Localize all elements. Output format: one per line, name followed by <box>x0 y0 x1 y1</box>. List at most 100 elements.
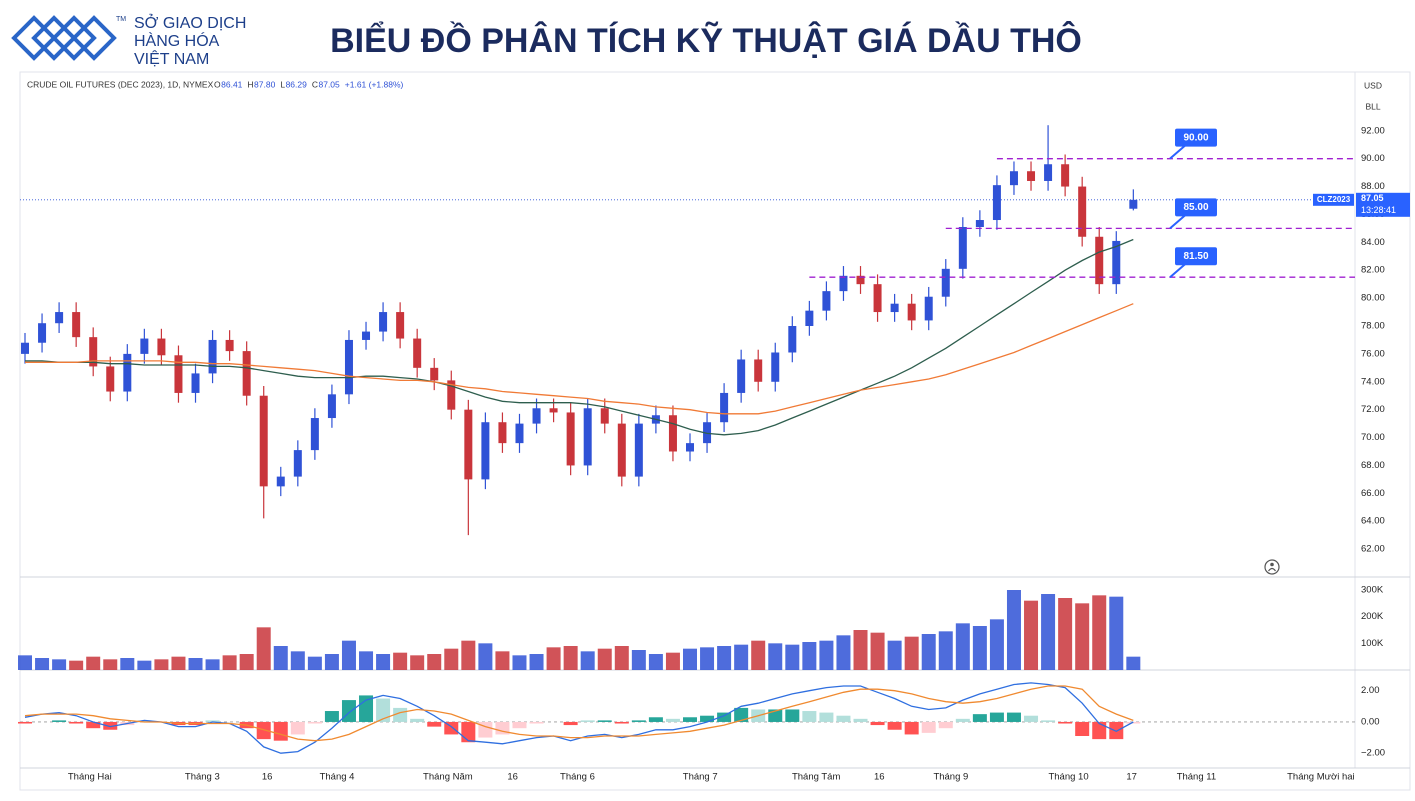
macd-histogram-bar <box>461 721 476 743</box>
candle-body <box>481 422 490 480</box>
macd-histogram-bar <box>955 718 970 722</box>
x-tick-label: Tháng 10 <box>1048 772 1088 783</box>
volume-bar <box>870 632 885 670</box>
logo-text: HÀNG HÓA <box>134 31 220 50</box>
candle-body <box>771 352 780 382</box>
candle-body <box>958 226 967 269</box>
candle-body <box>157 338 166 356</box>
page-title: BIỂU ĐỒ PHÂN TÍCH KỸ THUẬT GIÁ DẦU THÔ <box>330 21 1082 60</box>
moving-average <box>25 238 1134 436</box>
candle-body <box>600 408 609 424</box>
macd-histogram-bar <box>836 715 851 722</box>
candle-body <box>242 351 251 396</box>
logo-text: SỞ GIAO DỊCH <box>134 13 246 32</box>
y-tick-label: 82.00 <box>1361 265 1385 276</box>
candle-body <box>396 312 405 339</box>
volume-bar <box>86 656 101 670</box>
candle-body <box>498 422 507 444</box>
moving-average <box>25 303 1134 415</box>
x-tick-label: 16 <box>262 772 273 783</box>
level-label-box <box>1175 128 1217 147</box>
volume-bar <box>307 656 322 670</box>
y-tick-label: 66.00 <box>1361 488 1385 499</box>
macd-histogram-bar <box>86 721 101 729</box>
volume-bar <box>273 646 288 670</box>
x-tick-label: Tháng Tám <box>792 772 840 783</box>
volume-bar <box>717 646 732 670</box>
candle-body <box>55 312 64 324</box>
y-tick-label: 300K <box>1361 585 1384 596</box>
macd-histogram-bar <box>290 721 305 735</box>
candle-body <box>566 412 575 466</box>
level-pointer <box>1169 214 1186 230</box>
candle-body <box>344 339 353 395</box>
candle-body <box>907 303 916 321</box>
y-tick-label: 74.00 <box>1361 376 1385 387</box>
x-tick-label: Tháng Năm <box>423 772 473 783</box>
y-tick-label: 2.00 <box>1361 685 1380 696</box>
symbol-box <box>1313 193 1354 206</box>
x-tick-label: Tháng 11 <box>1177 772 1216 783</box>
volume-bar <box>938 631 953 670</box>
candle-body <box>890 303 899 313</box>
candle-body <box>992 185 1001 221</box>
volume-bar <box>103 659 118 670</box>
symbol-label: CLZ2023 <box>1317 195 1351 204</box>
volume-bar <box>819 640 834 670</box>
level-label-box <box>1175 198 1217 217</box>
candle-body <box>1009 171 1018 186</box>
volume-bar <box>410 655 425 670</box>
macd-histogram-bar <box>1075 721 1090 736</box>
volume-bar <box>614 646 629 670</box>
candle-body <box>38 323 47 343</box>
macd-histogram-bar <box>631 720 646 722</box>
y-tick-label: 80.00 <box>1361 293 1385 304</box>
volume-bar <box>290 651 305 670</box>
candle-body <box>686 443 694 452</box>
volume-bar <box>341 640 356 670</box>
ohlc-key: L <box>280 79 285 89</box>
volume-bar <box>171 656 186 670</box>
macd-histogram-bar <box>853 718 868 722</box>
candle-body <box>89 337 98 367</box>
volume-bar <box>631 650 646 670</box>
candle-body <box>856 275 865 285</box>
volume-bar <box>580 651 595 670</box>
countdown: 13:28:41 <box>1361 205 1396 215</box>
y-tick-label: 84.00 <box>1361 237 1385 248</box>
volume-bar <box>205 659 220 670</box>
y-tick-label: 100K <box>1361 638 1384 649</box>
y-tick-label: 68.00 <box>1361 460 1385 471</box>
candle-body <box>379 312 388 332</box>
y-tick-label: 64.00 <box>1361 516 1385 527</box>
volume-bar <box>1109 596 1124 670</box>
candle-body <box>362 331 371 340</box>
volume-bar <box>597 648 612 670</box>
candle-body <box>549 408 558 413</box>
volume-bar <box>154 659 169 670</box>
candle-body <box>1061 164 1070 187</box>
level-pointer <box>1169 144 1186 160</box>
macd-histogram-bar <box>52 720 67 722</box>
ohlc-key: H <box>247 79 253 89</box>
volume-bar <box>836 635 851 670</box>
candle-body <box>754 359 763 382</box>
candle-body <box>1112 240 1121 285</box>
candle-body <box>1027 171 1036 181</box>
volume-bar <box>495 651 510 670</box>
macd-histogram-bar <box>324 711 339 722</box>
candle-body <box>737 359 746 393</box>
x-tick-label: Tháng 4 <box>320 772 355 783</box>
candle-body <box>106 366 115 392</box>
candle-body <box>1044 164 1053 181</box>
macd-histogram-bar <box>137 720 152 722</box>
reset-icon[interactable] <box>1264 559 1280 575</box>
volume-bar <box>393 652 408 670</box>
candle-body <box>1078 186 1087 237</box>
volume-bar <box>529 654 544 670</box>
x-tick-label: Tháng Hai <box>68 772 112 783</box>
volume-bar <box>785 644 800 670</box>
y-tick-label: 70.00 <box>1361 432 1385 443</box>
volume-bar <box>972 626 987 670</box>
volume-bar <box>563 646 578 670</box>
